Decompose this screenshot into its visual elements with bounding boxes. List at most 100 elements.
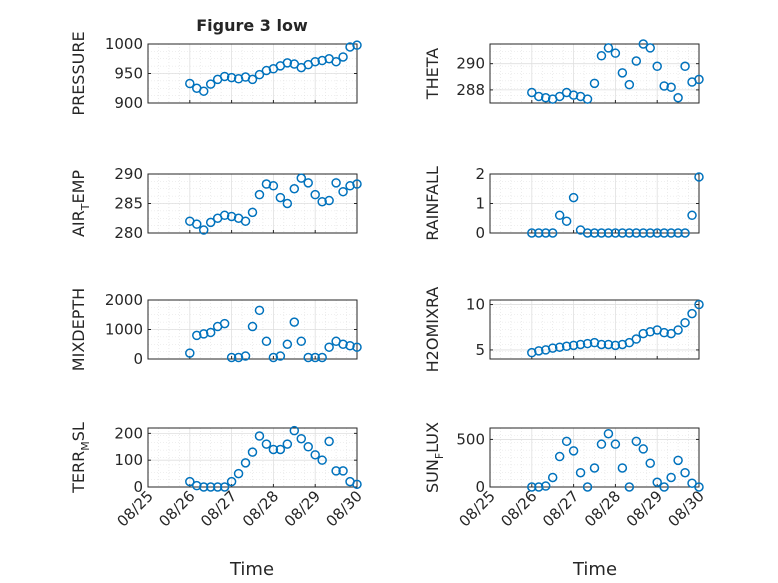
data-point (624, 79, 635, 90)
data-point (596, 228, 607, 238)
data-point (631, 334, 642, 344)
data-point (338, 186, 348, 197)
data-point (652, 477, 662, 487)
axes-box (489, 299, 700, 360)
data-point (534, 482, 544, 492)
data-point (254, 69, 265, 80)
data-point (610, 340, 621, 351)
data-point (310, 189, 320, 200)
data-point (687, 308, 697, 319)
data-point (652, 61, 662, 72)
data-point (603, 428, 614, 439)
data-point (247, 447, 258, 457)
data-point (534, 91, 544, 102)
y-tick-label: 1000 (105, 35, 143, 53)
data-point (666, 472, 676, 483)
data-point (582, 338, 593, 349)
data-point (582, 228, 593, 238)
data-point (680, 228, 690, 238)
data-point (631, 436, 642, 447)
data-point (198, 482, 209, 492)
y-tick-label: 950 (114, 65, 143, 83)
data-point (352, 179, 362, 189)
data-point (666, 228, 676, 238)
x-tick-label: 08/27 (197, 487, 240, 530)
y-tick-label: 200 (114, 424, 143, 442)
data-point (547, 472, 558, 483)
y-tick-label: 285 (114, 195, 143, 213)
data-point (603, 43, 614, 53)
data-point (192, 219, 202, 229)
y-tick-label: 1000 (105, 321, 143, 339)
data-point (233, 352, 244, 363)
data-point (205, 327, 216, 338)
data-point (317, 455, 327, 465)
data-point (617, 463, 628, 473)
data-point (540, 93, 551, 103)
data-point (198, 225, 209, 235)
data-point (240, 458, 251, 468)
data-point (192, 330, 202, 341)
data-point (659, 327, 669, 338)
data-point (317, 196, 327, 207)
data-point (205, 217, 216, 228)
x-axis-label-left: Time (229, 559, 274, 580)
data-point (540, 481, 551, 491)
data-point (185, 348, 195, 358)
data-point (296, 336, 307, 347)
data-point (659, 482, 669, 492)
data-point (527, 228, 537, 238)
data-point (268, 181, 279, 191)
data-point (575, 467, 586, 478)
y-tick-label: 100 (114, 451, 143, 469)
data-point (603, 228, 614, 238)
y-tick-label: 0 (475, 224, 485, 242)
data-point (631, 56, 642, 66)
data-point (338, 52, 348, 62)
axes-box (147, 427, 358, 488)
data-point (331, 466, 341, 476)
data-point (568, 446, 579, 456)
data-point (617, 228, 628, 238)
data-point (219, 210, 230, 221)
data-point (554, 451, 565, 462)
data-point (247, 207, 258, 218)
data-point (589, 463, 600, 473)
data-point (352, 479, 362, 490)
data-point (247, 74, 258, 85)
y-tick-label: 500 (456, 430, 485, 448)
data-point (568, 192, 579, 203)
data-point (554, 91, 565, 102)
data-point (638, 39, 649, 49)
data-point (561, 341, 572, 352)
y-axis-label: SUNFLUX (423, 422, 446, 493)
data-point (205, 79, 216, 89)
data-point (310, 352, 320, 363)
data-point (345, 340, 355, 351)
y-axis-label: MIXDEPTH (69, 288, 88, 371)
data-point (589, 228, 600, 238)
x-axis-label-right: Time (572, 559, 617, 580)
data-point (338, 466, 348, 476)
data-point (198, 86, 209, 96)
subplot-theta: 288 290 THETA (423, 39, 704, 104)
data-point (282, 439, 293, 449)
data-point (645, 458, 655, 468)
data-point (296, 173, 307, 183)
data-point (275, 351, 286, 361)
data-point (624, 228, 635, 238)
data-point (603, 339, 614, 350)
data-point (652, 228, 662, 238)
y-axis-label: AIRTEMP (69, 170, 92, 237)
data-point (254, 431, 265, 441)
data-point (282, 339, 293, 349)
data-point (582, 482, 593, 492)
subplot-sun: 050008/2508/2608/2708/2808/2908/30SUNFLU… (423, 422, 708, 530)
data-point (554, 342, 565, 352)
axes-box (489, 43, 700, 104)
data-point (547, 228, 558, 238)
data-point (185, 78, 195, 89)
data-point (192, 480, 202, 491)
data-point (254, 189, 265, 200)
